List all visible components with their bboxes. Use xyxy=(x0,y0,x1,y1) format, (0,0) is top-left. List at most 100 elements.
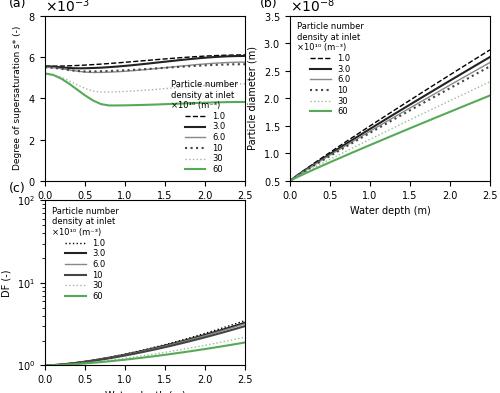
30 xyxy=(447,98,453,103)
1.0 xyxy=(50,64,56,68)
60 xyxy=(122,357,128,362)
30 xyxy=(74,361,80,366)
3.0 xyxy=(295,173,301,177)
60 xyxy=(170,101,176,106)
30 xyxy=(138,88,144,93)
30 xyxy=(194,84,200,88)
10 xyxy=(50,65,56,70)
3.0 xyxy=(98,65,104,70)
3.0 xyxy=(431,88,437,92)
60 xyxy=(242,99,248,104)
6.0 xyxy=(66,362,72,366)
3.0 xyxy=(58,65,64,70)
1.0 xyxy=(295,172,301,177)
60 xyxy=(50,363,56,368)
30 xyxy=(82,361,88,365)
10 xyxy=(407,108,413,113)
1.0 xyxy=(58,362,64,367)
30 xyxy=(218,82,224,87)
3.0 xyxy=(114,64,120,69)
60 xyxy=(66,81,72,86)
6.0 xyxy=(479,64,485,69)
6.0 xyxy=(114,354,120,359)
6.0 xyxy=(423,96,429,101)
3.0 xyxy=(74,360,80,365)
6.0 xyxy=(58,362,64,367)
3.0 xyxy=(90,66,96,70)
60 xyxy=(170,351,176,356)
1.0 xyxy=(82,63,88,68)
60 xyxy=(415,123,421,127)
Legend: 1.0, 3.0, 6.0, 10, 30, 60: 1.0, 3.0, 6.0, 10, 30, 60 xyxy=(49,205,121,303)
6.0 xyxy=(138,349,144,354)
30 xyxy=(122,356,128,361)
6.0 xyxy=(287,178,293,183)
Line: 3.0: 3.0 xyxy=(45,56,245,68)
Line: 60: 60 xyxy=(290,95,490,181)
30 xyxy=(82,86,88,91)
Line: 6.0: 6.0 xyxy=(45,324,245,365)
60 xyxy=(138,103,144,107)
6.0 xyxy=(82,70,88,74)
Line: 60: 60 xyxy=(45,73,245,105)
1.0 xyxy=(287,178,293,183)
3.0 xyxy=(114,354,120,358)
10 xyxy=(327,154,333,158)
30 xyxy=(210,342,216,346)
1.0 xyxy=(234,53,240,57)
60 xyxy=(42,71,48,76)
3.0 xyxy=(122,64,128,68)
6.0 xyxy=(311,163,317,167)
X-axis label: Water depth (m): Water depth (m) xyxy=(350,206,430,216)
60 xyxy=(471,100,477,105)
3.0 xyxy=(455,73,461,78)
60 xyxy=(138,356,144,360)
30 xyxy=(407,118,413,122)
10 xyxy=(311,163,317,168)
60 xyxy=(82,361,88,366)
30 xyxy=(242,335,248,340)
60 xyxy=(162,102,168,107)
6.0 xyxy=(319,158,325,162)
30 xyxy=(375,133,381,138)
10 xyxy=(359,135,365,140)
6.0 xyxy=(295,173,301,178)
3.0 xyxy=(423,93,429,97)
60 xyxy=(359,146,365,151)
3.0 xyxy=(98,357,104,362)
6.0 xyxy=(58,66,64,71)
6.0 xyxy=(82,360,88,364)
3.0 xyxy=(138,349,144,354)
6.0 xyxy=(170,64,176,69)
1.0 xyxy=(375,118,381,123)
60 xyxy=(162,353,168,357)
10 xyxy=(226,329,232,333)
30 xyxy=(66,79,72,83)
Line: 60: 60 xyxy=(45,342,245,365)
6.0 xyxy=(178,64,184,68)
60 xyxy=(146,103,152,107)
30 xyxy=(42,71,48,76)
60 xyxy=(82,93,88,98)
1.0 xyxy=(194,333,200,338)
10 xyxy=(194,63,200,68)
6.0 xyxy=(455,78,461,83)
3.0 xyxy=(178,58,184,62)
10 xyxy=(106,356,112,361)
60 xyxy=(74,87,80,92)
6.0 xyxy=(74,69,80,73)
1.0 xyxy=(90,62,96,67)
6.0 xyxy=(114,70,120,74)
6.0 xyxy=(98,357,104,362)
3.0 xyxy=(242,320,248,325)
6.0 xyxy=(431,92,437,97)
10 xyxy=(194,337,200,342)
6.0 xyxy=(42,65,48,70)
60 xyxy=(303,171,309,175)
Line: 10: 10 xyxy=(45,326,245,365)
60 xyxy=(463,103,469,108)
1.0 xyxy=(130,59,136,64)
30 xyxy=(287,178,293,183)
Line: 6.0: 6.0 xyxy=(290,62,490,181)
1.0 xyxy=(178,55,184,60)
